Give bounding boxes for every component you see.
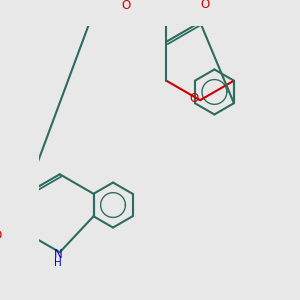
Text: O: O (201, 0, 210, 11)
Text: H: H (54, 258, 62, 268)
Text: O: O (0, 229, 2, 242)
Text: O: O (122, 0, 131, 12)
Text: N: N (53, 248, 62, 261)
Text: O: O (190, 92, 199, 105)
